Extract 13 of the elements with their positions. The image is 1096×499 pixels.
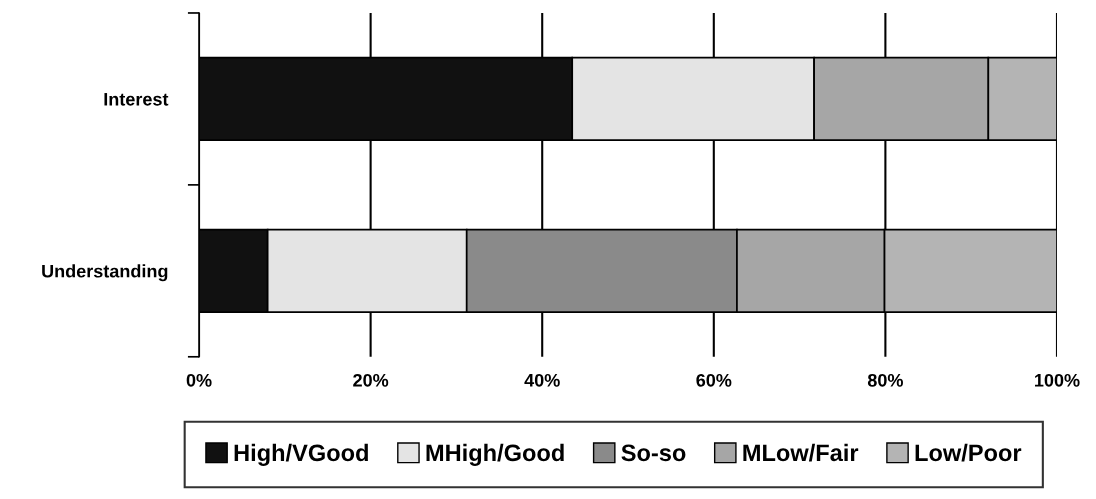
y-tick-label: Understanding	[42, 264, 168, 282]
x-tick-label: 80%	[867, 373, 903, 387]
legend-label: High/VGood	[234, 443, 368, 466]
x-tick-label: 20%	[353, 373, 389, 387]
legend-label: Low/Poor	[915, 443, 1022, 462]
x-tick-label: 60%	[696, 373, 732, 387]
legend-label: MHigh/Good	[426, 443, 564, 466]
x-tick-label: 100%	[1035, 373, 1080, 387]
y-tick-label: Interest	[104, 93, 169, 106]
x-tick-label: 0%	[186, 373, 212, 387]
x-tick-label: 40%	[524, 373, 560, 387]
legend-label: So-so	[621, 444, 686, 462]
legend-label: MLow/Fair	[743, 443, 859, 462]
